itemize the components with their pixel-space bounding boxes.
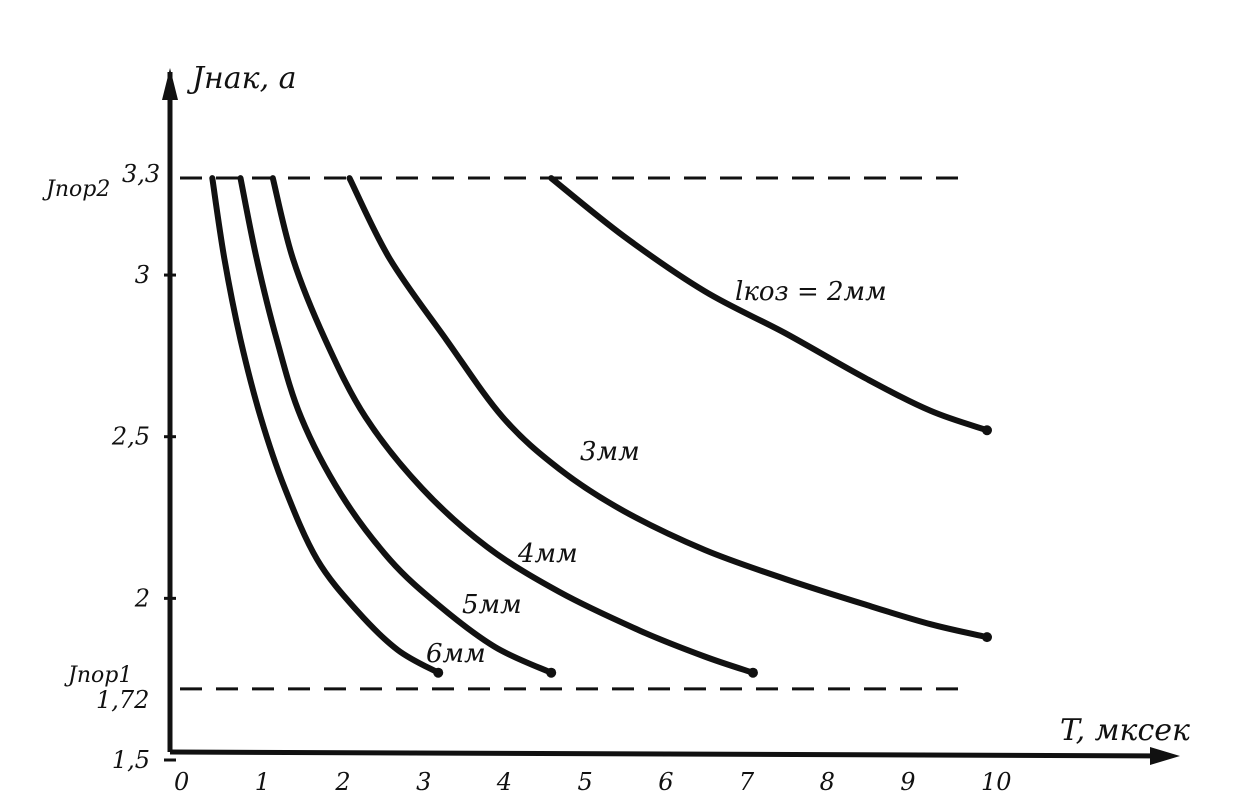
series-line-5 [209, 175, 442, 676]
series-label-3mm: 3мм [580, 437, 640, 467]
series-line-2 [346, 175, 990, 641]
y-tick-label: 2 [134, 584, 150, 612]
x-tick-label: 9 [900, 768, 915, 796]
series-label-4mm: 4мм [517, 539, 578, 569]
labels: Jнак, а T, мксек Jпор2 3,3 Jпор1 1,72 lк… [42, 61, 1190, 748]
x-tick-label: 0 [174, 768, 189, 796]
ref-label-lower: Jпор1 [64, 663, 132, 688]
series-end-point-1 [982, 425, 992, 436]
x-tick-label: 2 [334, 768, 350, 796]
x-axis [169, 749, 1171, 759]
y-tick-label: 3 [135, 261, 150, 289]
x-tick-label: 10 [981, 768, 1012, 796]
ticks: 0 1 2 3 4 5 6 7 8 9 10 1,5 2 2,5 3 [111, 261, 1012, 796]
series-end-point-3 [747, 667, 758, 678]
y-axis-title: Jнак, а [186, 61, 297, 96]
ref-value-lower: 1,72 [96, 686, 149, 714]
series-end-point-5 [433, 667, 444, 678]
x-axis-arrow [1150, 747, 1180, 765]
series-line-3 [269, 175, 756, 676]
series-line-4 [237, 175, 555, 676]
y-axis-arrow [162, 68, 178, 100]
reference-lines [180, 176, 970, 691]
x-tick-label: 6 [658, 768, 673, 796]
y-tick-label: 2,5 [111, 423, 150, 451]
y-tick-label: 1,5 [112, 746, 150, 774]
x-tick-label: 8 [820, 768, 835, 796]
x-tick-label: 4 [496, 768, 512, 796]
axes [162, 68, 1180, 765]
ref-label-upper: Jпор2 [42, 177, 110, 202]
series-label-5mm: 5мм [462, 590, 522, 620]
ref-value-upper: 3,3 [122, 160, 160, 188]
series-end-point-2 [982, 632, 992, 643]
series-line-1 [548, 175, 990, 434]
series-label-2mm: lкоз = 2мм [735, 277, 887, 307]
x-tick-label: 3 [416, 768, 431, 796]
x-tick-label: 7 [739, 768, 755, 796]
x-tick-label: 1 [255, 768, 270, 796]
series-curves [209, 175, 992, 678]
x-tick-label: 5 [578, 768, 593, 796]
x-axis-title: T, мксек [1060, 713, 1190, 748]
series-label-6mm: 6мм [426, 639, 486, 669]
series-end-point-4 [546, 667, 557, 678]
